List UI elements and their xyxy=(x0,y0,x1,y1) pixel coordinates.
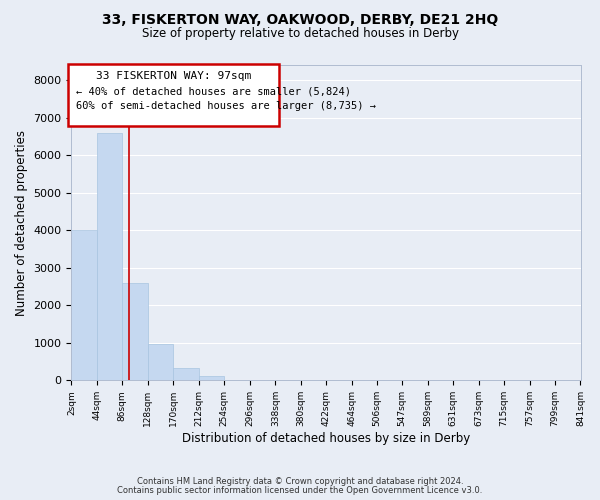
Bar xyxy=(173,368,199,380)
Text: ← 40% of detached houses are smaller (5,824): ← 40% of detached houses are smaller (5,… xyxy=(76,87,351,97)
Text: 33 FISKERTON WAY: 97sqm: 33 FISKERTON WAY: 97sqm xyxy=(97,71,251,81)
Bar xyxy=(122,282,148,380)
Text: Size of property relative to detached houses in Derby: Size of property relative to detached ho… xyxy=(142,28,458,40)
Bar xyxy=(148,344,173,380)
Y-axis label: Number of detached properties: Number of detached properties xyxy=(15,130,28,316)
Text: Contains HM Land Registry data © Crown copyright and database right 2024.: Contains HM Land Registry data © Crown c… xyxy=(137,477,463,486)
Text: 60% of semi-detached houses are larger (8,735) →: 60% of semi-detached houses are larger (… xyxy=(76,101,376,111)
Bar xyxy=(199,376,224,380)
X-axis label: Distribution of detached houses by size in Derby: Distribution of detached houses by size … xyxy=(182,432,470,445)
Bar xyxy=(97,132,122,380)
Text: Contains public sector information licensed under the Open Government Licence v3: Contains public sector information licen… xyxy=(118,486,482,495)
Bar xyxy=(71,230,97,380)
Text: 33, FISKERTON WAY, OAKWOOD, DERBY, DE21 2HQ: 33, FISKERTON WAY, OAKWOOD, DERBY, DE21 … xyxy=(102,12,498,26)
